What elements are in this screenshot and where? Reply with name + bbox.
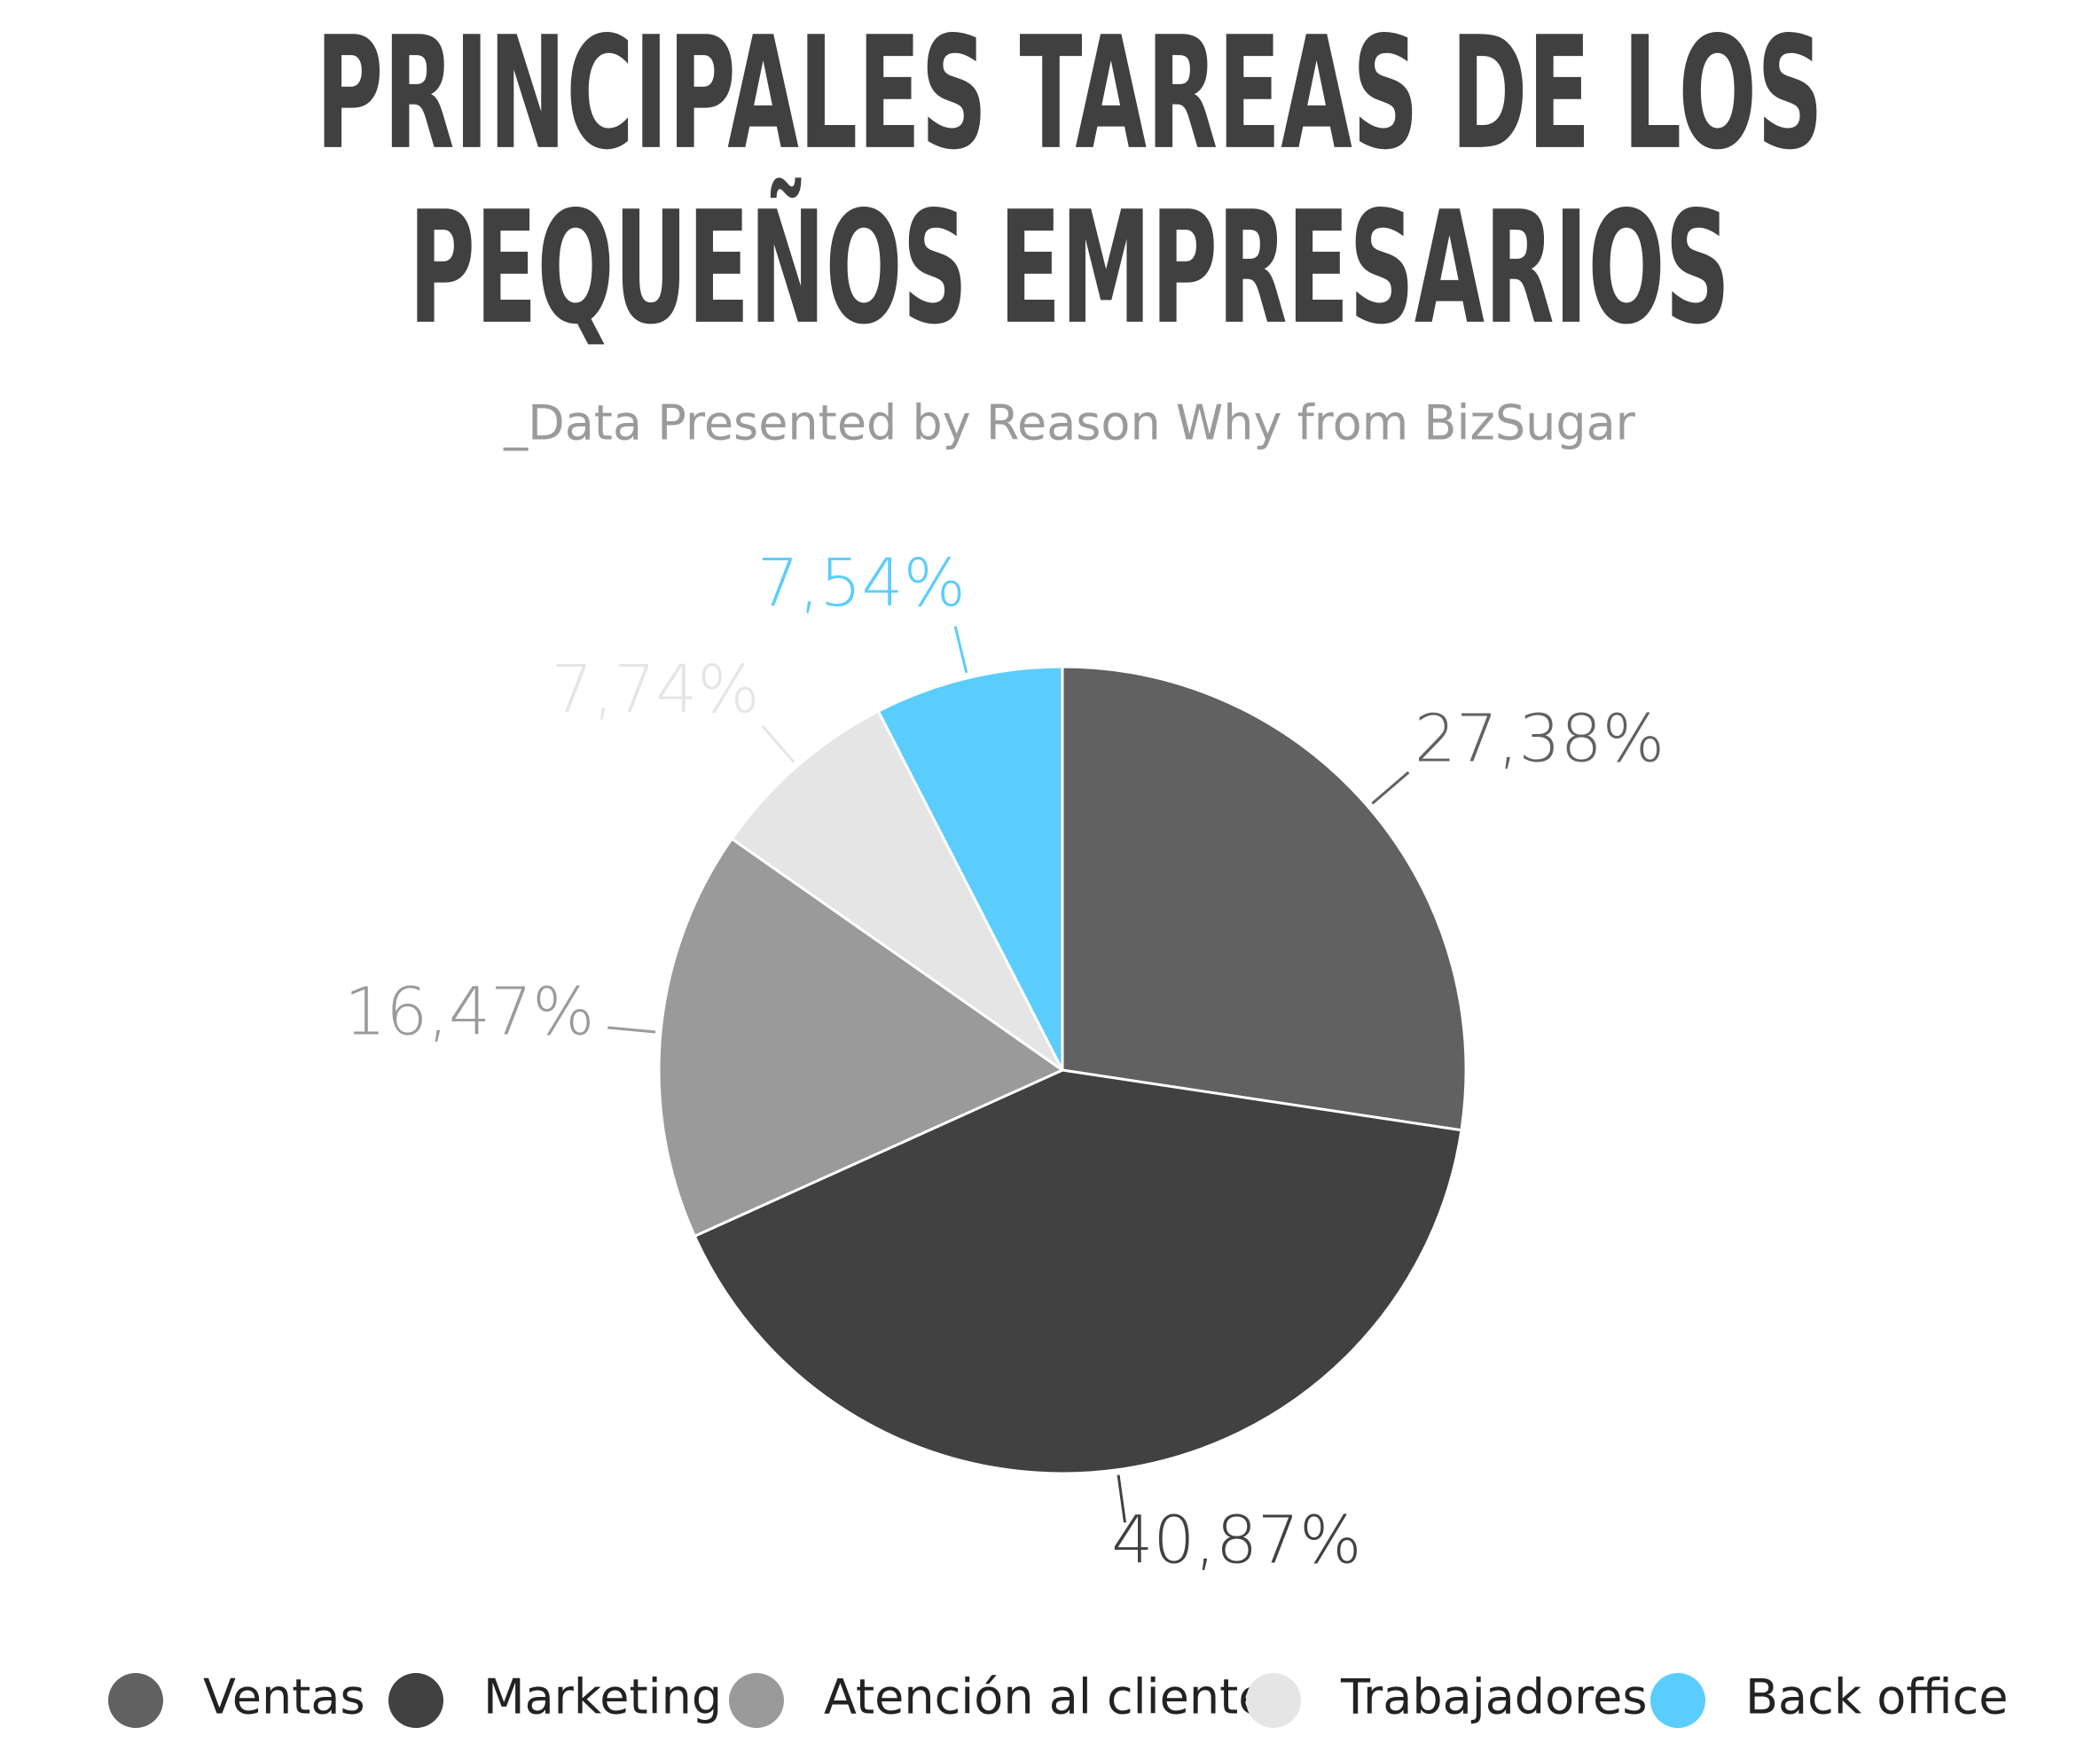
data-label: 7,54% [757, 545, 966, 622]
chart-subtitle: _Data Presented by Reason Why from BizSu… [503, 395, 1636, 451]
leader-line [607, 1026, 656, 1034]
legend-label: Trabajadores [1340, 1669, 1648, 1725]
leader-line [953, 626, 968, 674]
leader-line [1371, 770, 1410, 805]
legend-swatch [108, 1673, 163, 1728]
legend-label: Atención al cliente [824, 1669, 1268, 1725]
pie-slice [1061, 665, 1468, 1132]
legend-swatch [1650, 1673, 1705, 1728]
chart-title: PRINCIPALES TAREAS DE LOS [316, 4, 1823, 184]
data-label: 27,38% [1414, 701, 1665, 778]
legend-swatch [388, 1673, 443, 1728]
chart-title: PEQUEÑOS EMPRESARIOS [409, 178, 1730, 359]
legend-label: Back office [1745, 1669, 2008, 1725]
leader-line [1117, 1474, 1126, 1523]
legend-label: Ventas [203, 1669, 365, 1725]
legend-swatch [729, 1673, 784, 1728]
legend-label: Marketing [483, 1669, 722, 1725]
leader-line [761, 724, 795, 763]
data-label: 40,87% [1111, 1502, 1361, 1578]
data-label: 16,47% [344, 973, 594, 1050]
pie-slice [876, 665, 1064, 1071]
pie-slice [693, 1068, 1463, 1475]
legend-swatch [1246, 1673, 1301, 1728]
pie-slice [730, 709, 1064, 1072]
data-label: 7,74% [552, 652, 760, 728]
pie-slice [657, 836, 1066, 1239]
